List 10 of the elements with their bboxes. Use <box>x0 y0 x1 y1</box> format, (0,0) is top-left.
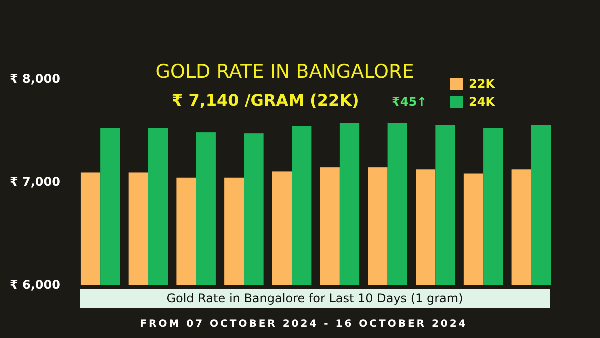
annotation: ₹45↑ <box>392 95 428 109</box>
y-tick-label: ₹ 7,000 <box>10 175 60 190</box>
text: Gold Rate in Bangalore for Last 10 Days (1 gram) <box>166 292 464 306</box>
text: FROM 07 OCTOBER 2024 - 16 OCTOBER 2024 <box>140 319 468 330</box>
y-tick-label: ₹ 8,000 <box>10 72 60 86</box>
chart-title: GOLD RATE IN BANGALORE <box>156 61 414 83</box>
legend-label: 24K <box>469 95 496 110</box>
legend-label: 22K <box>469 77 496 92</box>
text: ₹ 7,140 /GRAM (22K) <box>172 91 360 110</box>
y-tick-label: ₹ 6,000 <box>10 278 60 292</box>
